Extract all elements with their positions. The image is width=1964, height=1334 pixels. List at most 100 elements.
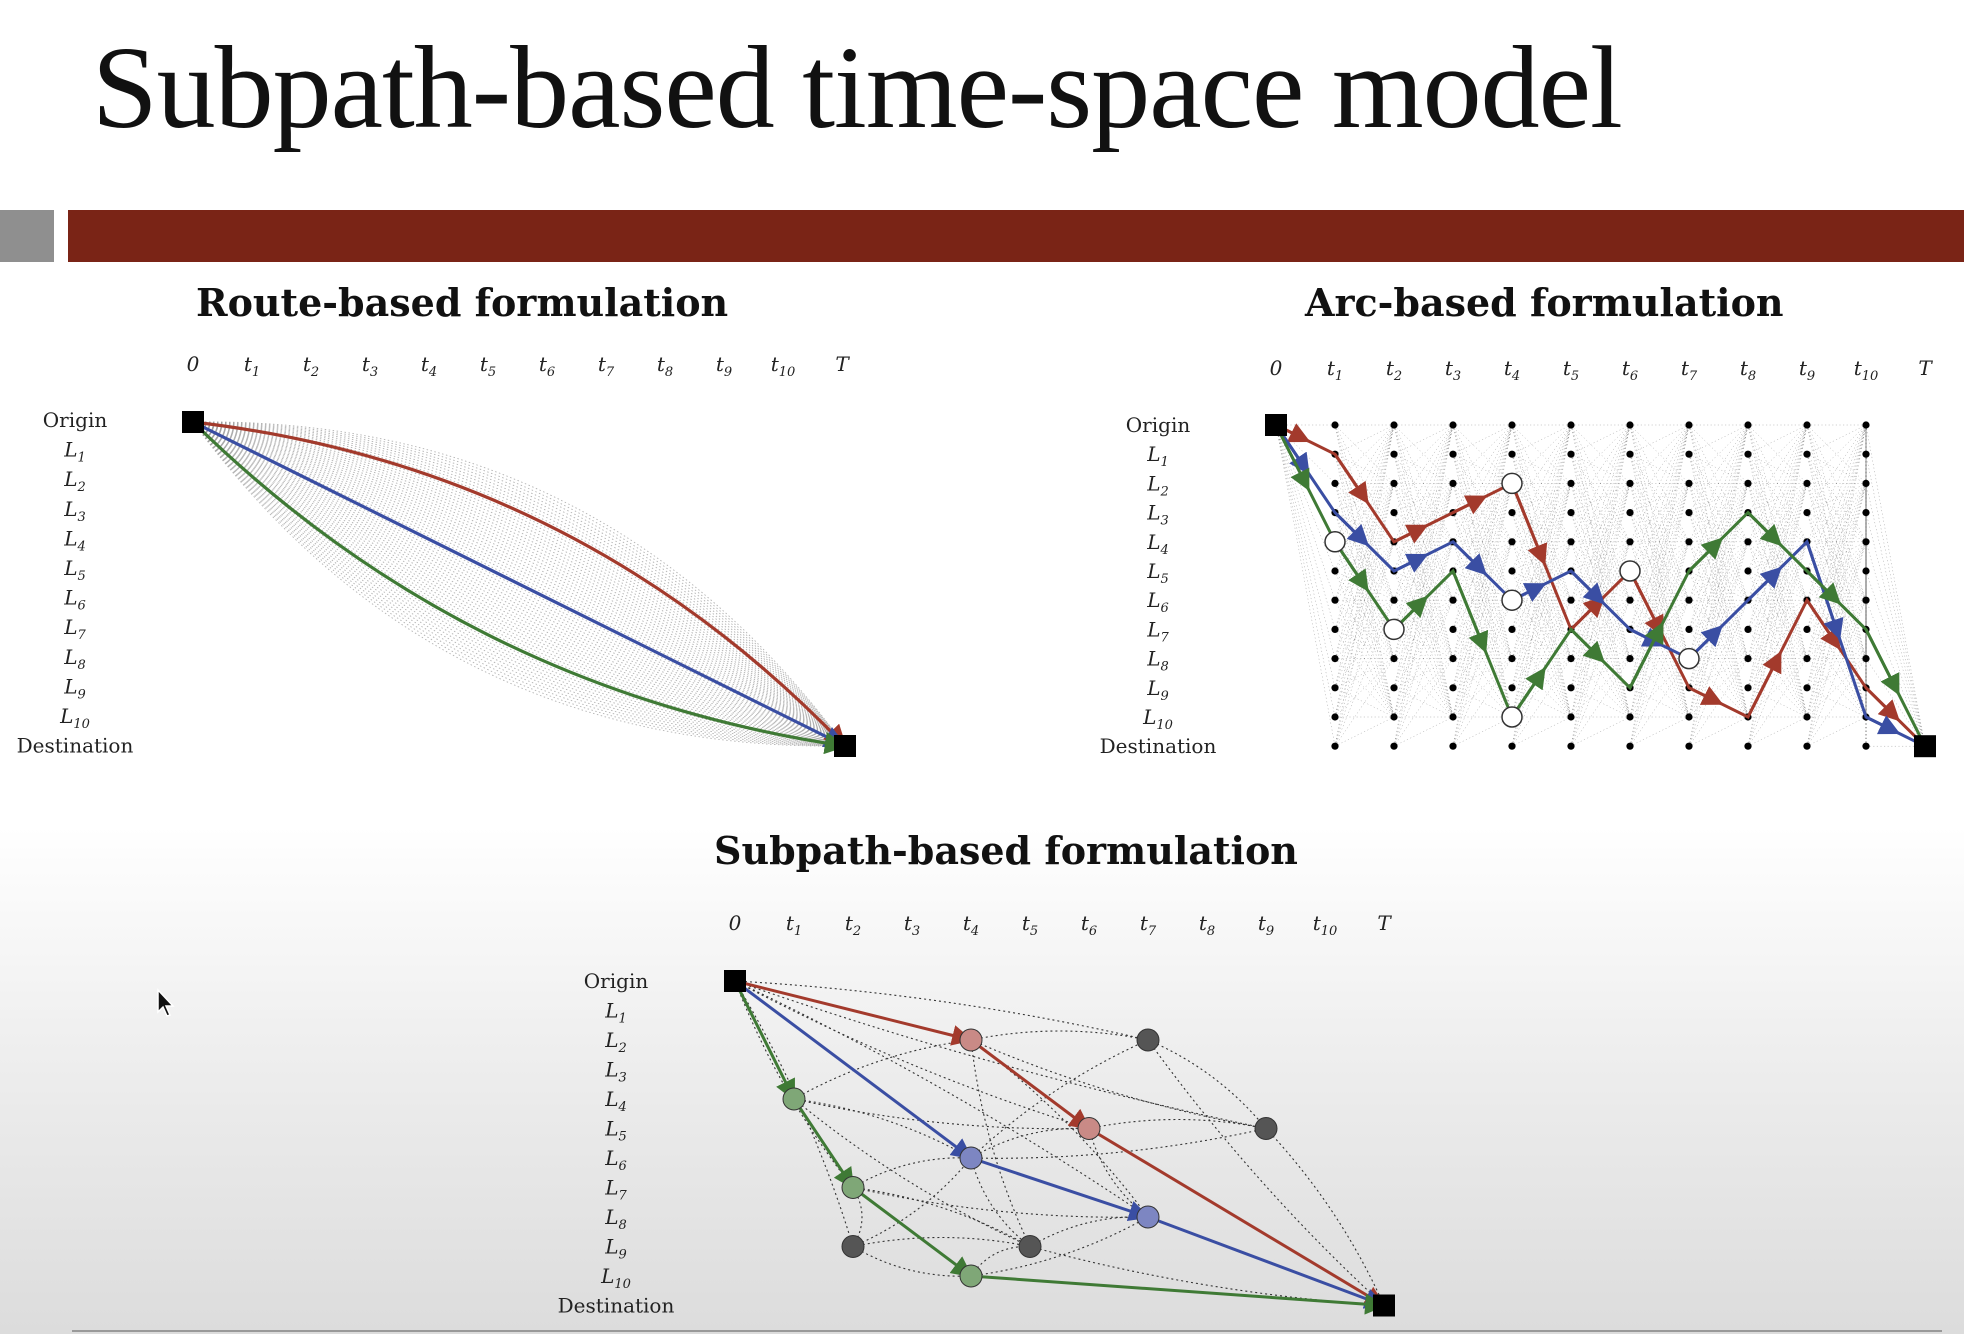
visit-node [1383,618,1405,641]
route-diagram: 0 t1 t2 t3 t4 t5 t6 t7 t8 t9 t10 TOriginL1L2L3L4L5L… [17,352,856,758]
row-label: L6 [63,586,86,614]
blue-subpath-arc [734,979,973,1160]
row-label: L7 [1146,617,1169,645]
time-tick-label: t4 [421,352,437,380]
destination-node [1373,1294,1395,1317]
row-label: L9 [604,1235,627,1263]
arc-diagram: 0 t1 t2 t3 t4 t5 t6 t7 t8 t9 t10 TOriginL1L2L3L4L5L… [1100,356,1936,758]
row-label: L2 [63,467,86,495]
row-label: L3 [604,1058,627,1086]
time-tick-label: t3 [362,352,378,380]
time-tick-label: t4 [1504,356,1520,384]
time-tick-label: t1 [786,911,802,939]
row-label: L7 [604,1176,627,1204]
time-tick-label: t10 [771,352,796,380]
subpath-diagram: 0 t1 t2 t3 t4 t5 t6 t7 t8 t9 t10 TOriginL1L2L3L4L5L… [558,911,1395,1318]
bottom-rule [72,1330,1942,1332]
time-tick-label: t7 [598,352,615,380]
visit-node [1501,706,1523,728]
subpath-node [841,1176,865,1199]
time-tick-label: t5 [1022,911,1038,939]
red-subpath-arc [1088,1127,1386,1307]
row-label: L3 [63,497,86,525]
subpath-node [1136,1028,1160,1052]
subpath-node [959,1146,983,1170]
time-tick-label: t9 [1258,911,1274,939]
arc-grid-nodes [1331,421,1870,750]
visit-node [1501,472,1523,495]
red-subpath-arc [734,979,974,1046]
row-label: L4 [63,526,86,554]
row-label: Destination [558,1294,675,1318]
subpath-panel-heading: Subpath-based formulation [714,828,1298,873]
destination-node [834,735,856,757]
time-tick-label: T [1377,911,1392,935]
subpath-node [959,1264,983,1288]
subpath-node [959,1028,983,1052]
time-tick-label: t3 [1445,356,1461,384]
time-tick-label: t6 [539,352,555,380]
subpath-candidate-arcs [734,980,1385,1309]
row-label: L1 [63,438,86,466]
row-label: L10 [1142,705,1173,733]
green-subpath-arc [792,1098,855,1190]
visit-node [1678,647,1700,670]
time-tick-label: t7 [1681,356,1698,384]
time-tick-label: t10 [1854,356,1879,384]
visit-node [1324,531,1346,553]
row-label: L2 [604,1028,627,1056]
row-label: L4 [604,1087,627,1115]
green-subpath-arc [970,1274,1387,1315]
subpath-node [782,1087,806,1111]
row-label: L3 [1146,501,1169,529]
green-subpath-arc [733,980,796,1101]
row-label: L6 [1146,588,1169,616]
mouse-pointer-icon [157,988,175,1017]
row-label: Origin [1126,413,1191,437]
slide-title: Subpath-based time-space model [92,22,1623,153]
row-label: Destination [17,734,134,758]
row-label: Origin [43,408,108,432]
arc-grid [1275,424,1926,747]
time-tick-label: 0 [187,352,200,376]
time-tick-label: t5 [1563,356,1579,384]
blue-route [192,420,848,748]
row-label: L8 [63,645,86,673]
subpath-node [1018,1235,1042,1258]
subpath-node [1254,1117,1278,1140]
time-tick-label: t6 [1081,911,1097,939]
green-subpath-arc [852,1186,973,1278]
arc-panel-heading: Arc-based formulation [1305,280,1784,325]
row-label: Origin [584,969,649,993]
red-subpath-arc [970,1038,1091,1130]
time-tick-label: t6 [1622,356,1638,384]
destination-node [1914,735,1936,758]
time-tick-label: t3 [904,911,920,939]
time-tick-label: t10 [1313,911,1338,939]
row-label: L9 [63,674,86,702]
time-tick-label: t9 [716,352,732,380]
row-label: L10 [59,704,90,732]
red-route [192,420,847,748]
subpath-node [841,1235,865,1258]
time-tick-label: t5 [480,352,496,380]
time-tick-label: t8 [1199,911,1215,939]
row-label: L8 [1146,647,1169,675]
header-accent-square [0,210,54,262]
origin-node [1265,414,1287,436]
time-tick-label: t9 [1799,356,1815,384]
green-route [191,420,848,755]
subpath-node [1136,1205,1160,1229]
blue-subpath-arc [970,1156,1150,1221]
row-label: L1 [604,999,627,1027]
row-label: L1 [1146,442,1169,470]
time-tick-label: t1 [244,352,260,380]
time-tick-label: t2 [845,911,861,939]
time-tick-label: t8 [657,352,673,380]
time-tick-label: t8 [1740,356,1756,384]
time-tick-label: 0 [1270,356,1283,380]
time-tick-label: T [835,352,850,376]
row-label: L8 [604,1205,627,1233]
row-label: L5 [1146,559,1169,587]
